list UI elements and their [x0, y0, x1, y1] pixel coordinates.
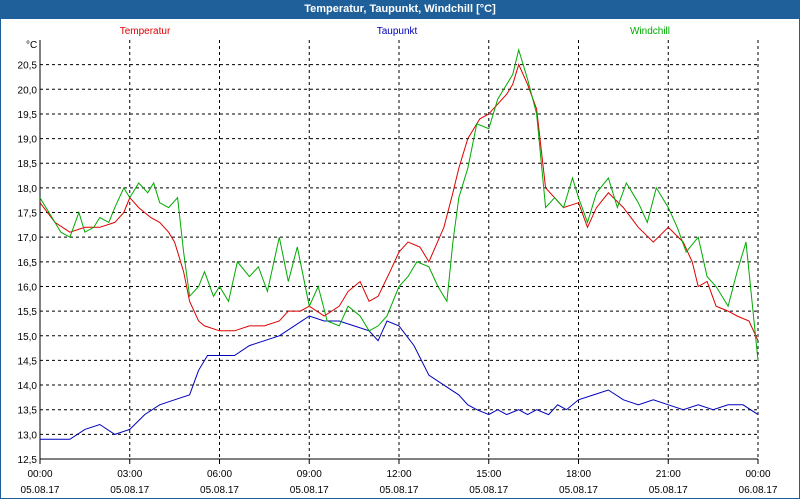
x-tick-time: 06:00 — [207, 469, 232, 480]
x-tick-date: 05.08.17 — [649, 485, 688, 496]
axes — [39, 40, 759, 464]
y-tick-label: 20,5 — [18, 61, 38, 72]
series-line-windchill — [39, 47, 759, 361]
y-tick-label: 12,5 — [18, 455, 38, 466]
x-tick-time: 00:00 — [745, 469, 770, 480]
x-tick-date: 05.08.17 — [380, 485, 419, 496]
y-tick-label: 19,5 — [18, 110, 38, 121]
y-tick-label: 15,5 — [18, 307, 38, 318]
y-tick-label: 16,5 — [18, 258, 38, 269]
y-tick-label: 17,0 — [18, 233, 38, 244]
x-tick-time: 15:00 — [476, 469, 501, 480]
x-tick-date: 05.08.17 — [290, 485, 329, 496]
grid-lines — [40, 40, 758, 459]
y-tick-label: 13,5 — [18, 406, 38, 417]
tick-labels: 13,0 13,5 14,0 14,5 15,0 15,5 16,0 16,5 17,0 17,5… — [18, 40, 778, 496]
y-tick-label: 18,5 — [18, 159, 38, 170]
y-tick-label: 15,0 — [18, 332, 38, 343]
y-tick-label: 13,0 — [18, 430, 38, 441]
series-line-temperatur — [39, 63, 759, 341]
y-tick-label: 17,5 — [18, 209, 38, 220]
series-line-taupunkt — [40, 315, 759, 440]
y-axis-unit: °C — [26, 40, 37, 51]
y-tick-label: 16,0 — [18, 282, 38, 293]
series-lines — [39, 47, 759, 440]
x-tick-time: 00:00 — [27, 469, 52, 480]
y-tick-label: 18,0 — [18, 184, 38, 195]
chart-frame — [0, 19, 800, 499]
x-tick-date: 05.08.17 — [559, 485, 598, 496]
x-tick-time: 21:00 — [656, 469, 681, 480]
x-tick-time: 09:00 — [297, 469, 322, 480]
chart-title-bar: Temperatur, Taupunkt, Windchill [°C] — [0, 0, 800, 19]
legend-temperatur: Temperatur — [120, 26, 171, 37]
legend-windchill: Windchill — [630, 26, 670, 37]
x-tick-date: 05.08.17 — [469, 485, 508, 496]
y-tick-label: 20,0 — [18, 85, 38, 96]
x-tick-time: 12:00 — [386, 469, 411, 480]
x-tick-time: 03:00 — [117, 469, 142, 480]
x-tick-date: 05.08.17 — [110, 485, 149, 496]
y-tick-label: 19,0 — [18, 135, 38, 146]
y-tick-label: 14,0 — [18, 381, 38, 392]
chart-title: Temperatur, Taupunkt, Windchill [°C] — [304, 3, 496, 15]
legend: Temperatur Taupunkt Windchill — [120, 26, 670, 37]
x-tick-time: 18:00 — [566, 469, 591, 480]
x-tick-date: 06.08.17 — [739, 485, 778, 496]
y-tick-label: 14,5 — [18, 356, 38, 367]
x-tick-date: 05.08.17 — [200, 485, 239, 496]
legend-taupunkt: Taupunkt — [377, 26, 418, 37]
x-tick-date: 05.08.17 — [21, 485, 60, 496]
